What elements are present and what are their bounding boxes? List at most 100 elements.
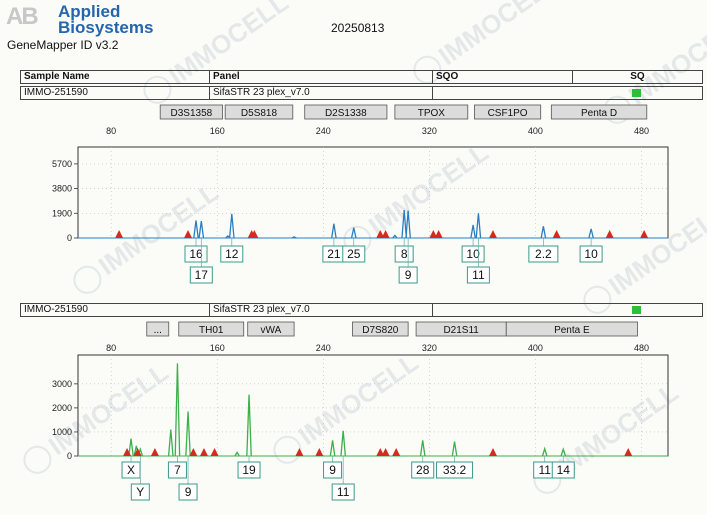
off-ladder-marker [189, 448, 198, 456]
off-ladder-marker [392, 448, 401, 456]
off-ladder-marker [315, 448, 324, 456]
locus-box [178, 321, 245, 337]
sample-row-green-dye: IMMO-251590 SifaSTR 23 plex_v7.0 [20, 303, 703, 317]
locus-label: TPOX [418, 108, 446, 119]
allele-call-label: Y [136, 485, 144, 499]
x-tick-label: 480 [634, 343, 649, 353]
panel-name-cell: SifaSTR 23 plex_v7.0 [209, 87, 432, 99]
sample-table-header-row: Sample Name Panel SQO SQ [20, 70, 703, 84]
x-tick-label: 80 [106, 126, 116, 136]
off-ladder-marker [184, 230, 193, 238]
allele-call-label: 10 [584, 247, 598, 261]
off-ladder-marker [381, 230, 390, 238]
peak [185, 411, 191, 457]
x-tick-label: 480 [634, 126, 649, 136]
off-ladder-marker [381, 448, 390, 456]
peak [340, 430, 347, 457]
x-tick-label: 160 [210, 343, 225, 353]
column-header-sq: SQ [572, 71, 702, 83]
peak [350, 227, 357, 239]
off-ladder-marker [552, 230, 561, 238]
peak [392, 234, 398, 239]
column-header-panel: Panel [209, 71, 432, 83]
allele-call-label: 9 [329, 463, 336, 477]
locus-label: Penta E [554, 325, 590, 336]
software-version: GeneMapper ID v3.2 [7, 38, 119, 52]
peak [560, 447, 567, 457]
peak [475, 213, 482, 239]
applied-biosystems-logo: AB Applied Biosystems [6, 2, 153, 38]
peak [540, 226, 547, 239]
peak [193, 220, 199, 239]
y-tick-label: 0 [67, 233, 72, 243]
off-ladder-marker [123, 448, 132, 456]
locus-label: Penta D [581, 108, 617, 119]
allele-call-box [551, 461, 575, 479]
x-tick-label: 320 [422, 343, 437, 353]
locus-label: D3S1358 [171, 108, 213, 119]
allele-call-box [394, 245, 414, 263]
peak [167, 429, 174, 457]
sample-name-cell: IMMO-251590 [24, 87, 88, 98]
locus-box [505, 321, 638, 337]
y-tick-label: 2000 [52, 403, 72, 413]
allele-call-box [436, 461, 474, 479]
column-header-sqo: SQO [432, 71, 572, 83]
peak [401, 209, 408, 239]
locus-label: vWA [261, 325, 282, 336]
y-tick-label: 5700 [52, 159, 72, 169]
peak [128, 438, 134, 457]
peak [588, 228, 594, 239]
allele-call-box [411, 461, 435, 479]
allele-call-box [466, 266, 490, 284]
locus-label: D21S11 [443, 325, 479, 336]
off-ladder-marker [488, 448, 497, 456]
sample-table: Sample Name Panel SQO SQ IMMO-251590 Sif… [20, 70, 703, 100]
allele-call-label: 8 [401, 247, 408, 261]
x-tick-label: 240 [316, 343, 331, 353]
allele-call-box [331, 483, 355, 501]
allele-call-label: 11 [337, 485, 350, 499]
peak [541, 446, 548, 457]
column-header-sample-name: Sample Name [24, 71, 90, 82]
allele-call-label: 28 [416, 463, 430, 477]
off-ladder-marker [429, 230, 438, 238]
allele-call-label: 25 [347, 247, 361, 261]
peak [174, 363, 181, 457]
plot-blue: 0 1900 3800 5700 80 160 240 320 400 480 D3S1358 D5S… [52, 104, 669, 284]
sizing-quality-indicator [632, 306, 641, 314]
off-ladder-marker [115, 230, 124, 238]
allele-call-label: 2.2 [535, 247, 552, 261]
locus-box [159, 104, 223, 120]
quality-cell [432, 304, 702, 316]
locus-box [550, 104, 648, 120]
allele-call-box [220, 245, 244, 263]
off-ladder-marker [488, 230, 497, 238]
peak [291, 236, 297, 239]
allele-call-label: 12 [225, 247, 239, 261]
plot-green: 0 1000 2000 3000 80 160 240 320 400 480... TH01 vWA… [52, 321, 669, 501]
sample-row: IMMO-251590 SifaSTR 23 plex_v7.0 [20, 86, 703, 100]
off-ladder-marker [640, 230, 649, 238]
peak [419, 440, 426, 457]
off-ladder-marker [210, 448, 219, 456]
allele-call-box [237, 461, 261, 479]
ab-logo-mark: AB [6, 3, 39, 30]
brand-name-line2: Biosystems [58, 18, 154, 37]
locus-label: D7S820 [362, 325, 399, 336]
allele-call-label: 16 [189, 247, 203, 261]
allele-call-label: 9 [405, 268, 412, 282]
allele-call-label: 11 [472, 268, 485, 282]
allele-call-box [189, 266, 213, 284]
x-tick-label: 240 [316, 126, 331, 136]
peak [451, 441, 458, 457]
x-tick-label: 400 [528, 126, 543, 136]
allele-call-box [178, 483, 198, 501]
locus-box [247, 321, 295, 337]
run-date: 20250813 [331, 21, 385, 35]
x-tick-label: 80 [106, 343, 116, 353]
y-tick-label: 3000 [52, 379, 72, 389]
allele-call-label: 14 [557, 463, 571, 477]
off-ladder-marker [295, 448, 304, 456]
locus-label: CSF1PO [488, 108, 528, 119]
